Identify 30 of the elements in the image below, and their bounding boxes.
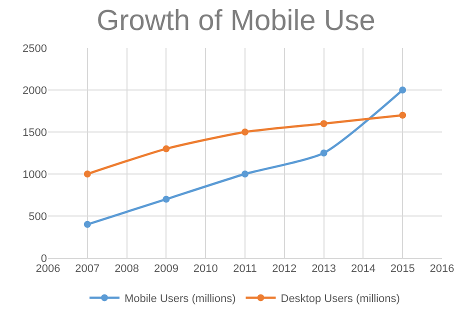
point — [84, 220, 91, 228]
x-tick-label: 2014 — [350, 263, 376, 276]
x-tick-label: 2015 — [390, 263, 415, 276]
y-tick-label: 2000 — [22, 84, 47, 97]
y-tick-label: 1000 — [22, 168, 47, 181]
x-tick-label: 2016 — [430, 263, 454, 276]
legend-label: Desktop Users (millions) — [280, 292, 400, 305]
x-tick-label: 2009 — [154, 263, 178, 276]
x-tick-label: 2010 — [193, 263, 218, 276]
x-tick-label: 2008 — [114, 263, 140, 276]
y-tick-label: 500 — [28, 210, 47, 223]
point — [162, 145, 170, 152]
point — [162, 196, 170, 203]
legend-label: Mobile Users (millions) — [124, 292, 236, 305]
point — [242, 128, 248, 136]
point — [84, 170, 91, 178]
point — [399, 86, 406, 94]
y-tick-label: 2500 — [22, 42, 47, 55]
x-tick-label: 2007 — [75, 263, 100, 276]
point — [320, 120, 328, 128]
y-tick-label: 1500 — [22, 126, 47, 139]
y-tick-label: 0 — [40, 252, 47, 265]
chart-title: Growth of Mobile Use — [96, 5, 376, 38]
x-tick-label: 2011 — [233, 263, 257, 276]
x-tick-label: 2006 — [36, 263, 60, 276]
point — [399, 112, 406, 119]
x-tick-label: 2013 — [312, 263, 336, 276]
point — [242, 170, 248, 178]
point — [320, 150, 328, 156]
x-tick-label: 2012 — [272, 263, 297, 276]
